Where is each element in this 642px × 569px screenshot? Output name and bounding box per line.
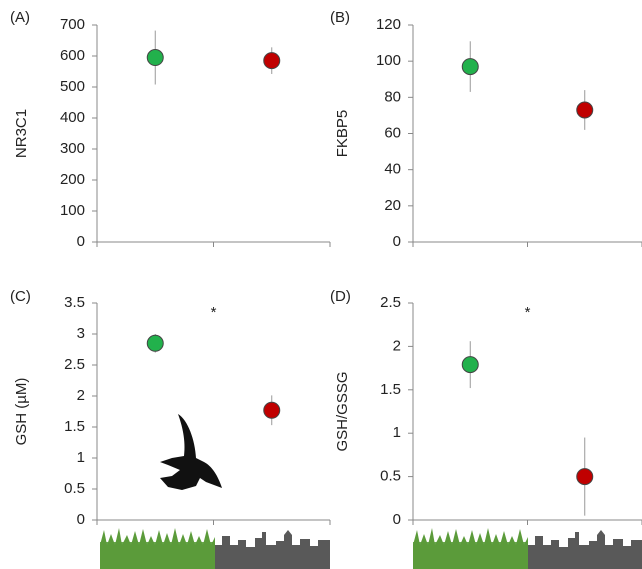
y-tick-label: 0 xyxy=(77,511,85,528)
panel-label: (B) xyxy=(330,9,350,26)
y-tick-label: 1 xyxy=(77,449,85,466)
y-tick-label: 700 xyxy=(60,16,85,33)
point xyxy=(461,58,479,76)
kestrel-silhouette xyxy=(160,414,222,490)
point xyxy=(263,401,281,419)
y-tick-label: 2 xyxy=(77,387,85,404)
panel-label: (C) xyxy=(10,288,31,305)
y-axis-label: NR3C1 xyxy=(13,109,30,158)
city xyxy=(215,530,330,569)
point xyxy=(576,468,594,486)
y-tick-label: 20 xyxy=(384,197,401,214)
point xyxy=(263,52,281,70)
y-tick-label: 2.5 xyxy=(380,294,401,311)
grass xyxy=(413,528,528,569)
point xyxy=(146,49,164,67)
y-tick-label: 0 xyxy=(77,233,85,250)
city xyxy=(528,530,642,569)
y-tick-label: 600 xyxy=(60,47,85,64)
y-tick-label: 0.5 xyxy=(64,480,85,497)
y-tick-label: 3.5 xyxy=(64,294,85,311)
grass xyxy=(100,528,215,569)
y-tick-label: 120 xyxy=(376,16,401,33)
panel-label: (A) xyxy=(10,9,30,26)
y-tick-label: 400 xyxy=(60,109,85,126)
y-axis-label: GSH (µM) xyxy=(13,378,30,446)
significance-mark: * xyxy=(211,304,217,321)
y-axis-label: FKBP5 xyxy=(334,110,351,158)
y-tick-label: 1 xyxy=(393,424,401,441)
point xyxy=(461,356,479,374)
y-tick-label: 1.5 xyxy=(380,381,401,398)
panel-label: (D) xyxy=(330,288,351,305)
significance-mark: * xyxy=(525,304,531,321)
y-tick-label: 500 xyxy=(60,78,85,95)
y-tick-label: 1.5 xyxy=(64,418,85,435)
point xyxy=(576,101,594,119)
y-tick-label: 60 xyxy=(384,124,401,141)
habitat-image xyxy=(100,528,642,569)
y-tick-label: 200 xyxy=(60,171,85,188)
y-tick-label: 80 xyxy=(384,88,401,105)
y-tick-label: 300 xyxy=(60,140,85,157)
y-tick-label: 0.5 xyxy=(380,468,401,485)
y-tick-label: 40 xyxy=(384,161,401,178)
y-tick-label: 0 xyxy=(393,233,401,250)
y-tick-label: 100 xyxy=(376,52,401,69)
y-axis-label: GSH/GSSG xyxy=(334,371,351,451)
y-tick-label: 0 xyxy=(393,511,401,528)
y-tick-label: 100 xyxy=(60,202,85,219)
y-tick-label: 2.5 xyxy=(64,356,85,373)
y-tick-label: 3 xyxy=(77,325,85,342)
y-tick-label: 2 xyxy=(393,337,401,354)
point xyxy=(146,334,164,352)
